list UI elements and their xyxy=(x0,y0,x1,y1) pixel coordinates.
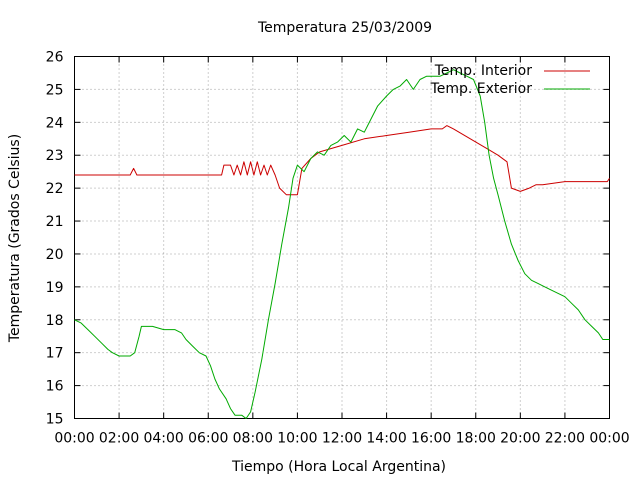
y-tick-label: 19 xyxy=(46,280,64,296)
x-tick-label: 02:00 xyxy=(99,431,139,447)
x-tick-label: 08:00 xyxy=(233,431,273,447)
x-axis-label: Tiempo (Hora Local Argentina) xyxy=(231,459,446,475)
y-tick-label: 26 xyxy=(46,50,64,66)
y-tick-label: 21 xyxy=(46,214,64,230)
legend-label-exterior: Temp. Exterior xyxy=(430,81,533,97)
x-tick-label: 14:00 xyxy=(366,431,406,447)
legend: Temp. Interior Temp. Exterior xyxy=(430,63,590,97)
x-tick-label: 04:00 xyxy=(143,431,183,447)
y-tick-label: 24 xyxy=(46,115,64,131)
x-tick-label: 20:00 xyxy=(500,431,540,447)
y-tick-label: 23 xyxy=(46,148,64,164)
y-axis-label: Temperatura (Grados Celsius) xyxy=(7,134,23,343)
grid xyxy=(74,56,610,419)
series-line-exterior xyxy=(74,69,610,419)
y-tick-label: 18 xyxy=(46,313,64,329)
x-tick-label: 10:00 xyxy=(277,431,317,447)
x-tick-label: 00:00 xyxy=(589,431,629,447)
x-tick-label: 18:00 xyxy=(456,431,496,447)
series-lines xyxy=(74,69,610,419)
x-tick-label: 12:00 xyxy=(322,431,362,447)
series-line-interior xyxy=(74,125,610,196)
chart-title: Temperatura 25/03/2009 xyxy=(257,20,432,36)
x-tick-label: 06:00 xyxy=(188,431,228,447)
y-tick-label: 16 xyxy=(46,379,64,395)
y-tick-label: 25 xyxy=(46,82,64,98)
x-tick-label: 22:00 xyxy=(545,431,585,447)
legend-label-interior: Temp. Interior xyxy=(434,63,533,79)
y-tick-label: 20 xyxy=(46,247,64,263)
y-tick-label: 17 xyxy=(46,346,64,362)
y-tick-label: 22 xyxy=(46,181,64,197)
x-tick-label: 16:00 xyxy=(411,431,451,447)
x-tick-label: 00:00 xyxy=(54,431,94,447)
axis-ticks: 15 16 17 18 19 20 21 22 23 24 25 26 00:00 02:00 04:00 0… xyxy=(46,50,630,447)
y-tick-label: 15 xyxy=(46,412,64,428)
